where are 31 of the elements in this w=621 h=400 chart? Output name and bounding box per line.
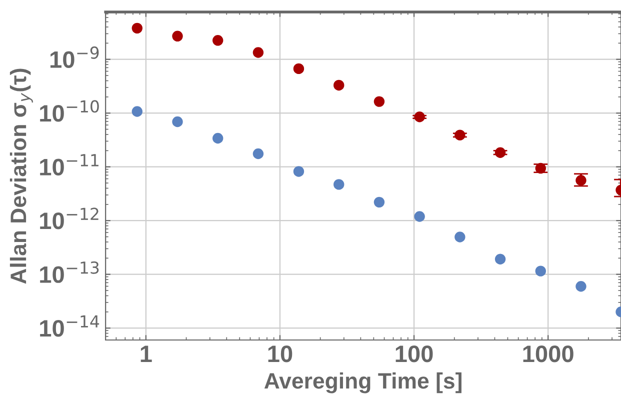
point xyxy=(293,166,304,177)
point xyxy=(132,106,142,117)
y-tick-label: 10$^{−14}$ xyxy=(40,315,100,337)
point xyxy=(212,35,224,46)
point xyxy=(252,148,264,160)
point xyxy=(374,196,385,208)
x-tick-label: 100 xyxy=(396,345,433,362)
point xyxy=(172,116,183,128)
point xyxy=(334,80,344,91)
point xyxy=(172,30,183,42)
x-tick-label: 10 xyxy=(268,345,292,362)
point xyxy=(334,179,344,190)
point xyxy=(252,47,264,58)
y-tick-label: 10$^{−11}$ xyxy=(40,154,98,176)
point xyxy=(576,281,586,292)
x-tick-label: 1000 xyxy=(523,345,574,362)
point xyxy=(494,254,506,264)
point xyxy=(293,63,304,74)
y-tick-label: 10$^{−10}$ xyxy=(40,100,99,122)
point xyxy=(132,22,142,34)
x-tick-label: 1 xyxy=(140,346,152,362)
point xyxy=(454,232,466,242)
y-tick-label: 10$^{−12}$ xyxy=(40,208,98,230)
y-tick-label: 10$^{−9}$ xyxy=(50,46,99,68)
point xyxy=(212,132,224,144)
x-axis-title: Avereging Time [s] xyxy=(264,372,462,394)
y-tick-label: 10$^{−13}$ xyxy=(40,261,99,283)
point xyxy=(535,266,546,276)
y-axis-title: Allan Deviation σ$_{y}$(τ) xyxy=(10,68,33,284)
point xyxy=(414,211,425,222)
point xyxy=(374,96,385,107)
